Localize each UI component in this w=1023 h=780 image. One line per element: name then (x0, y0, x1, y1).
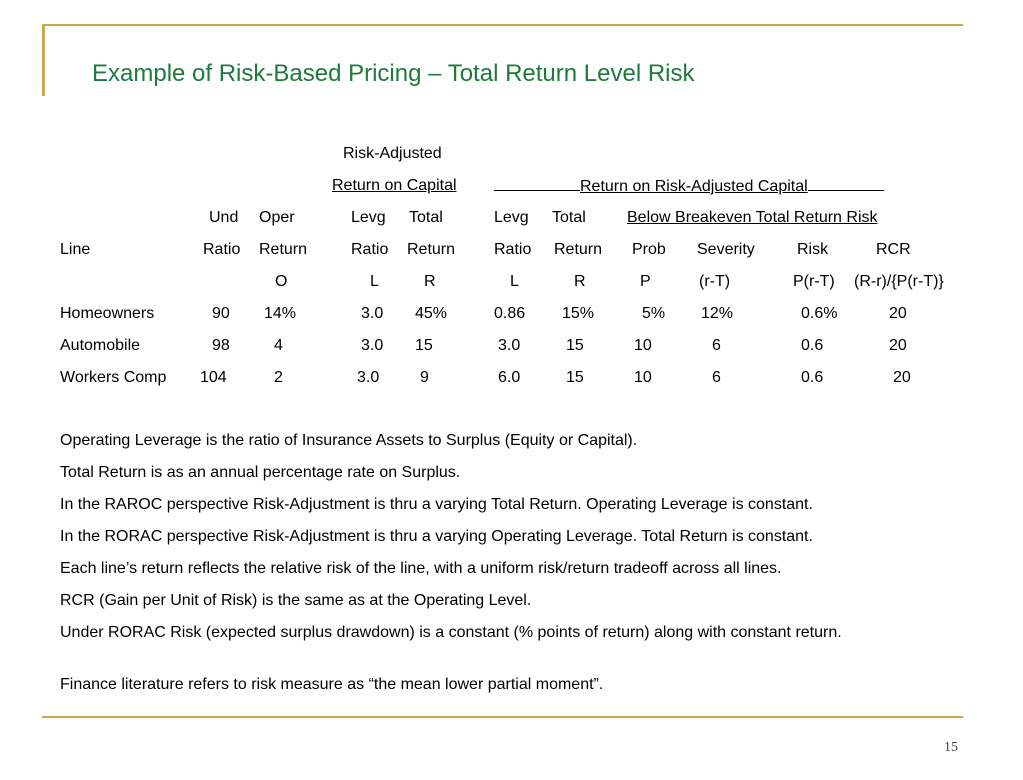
header-line: Line (60, 241, 91, 258)
row-automobile-oper-return: 4 (274, 337, 283, 354)
row-automobile-levg-ratio-2: 3.0 (498, 337, 521, 354)
header-ratio-3: Ratio (494, 241, 532, 258)
row-homeowners-und-ratio: 90 (212, 305, 230, 322)
row-workers-comp-levg-ratio: 3.0 (357, 369, 380, 386)
page-number: 15 (944, 740, 958, 755)
header-levg-1: Levg (351, 209, 386, 226)
header-r-2: R (574, 273, 586, 290)
frame-top-line (42, 24, 963, 26)
header-return-1: Return (259, 241, 308, 258)
row-automobile-levg-ratio: 3.0 (361, 337, 384, 354)
row-automobile-line: Automobile (60, 337, 141, 354)
row-homeowners-line: Homeowners (60, 305, 155, 322)
row-workers-comp-total-return-2: 15 (566, 369, 584, 386)
header-und: Und (209, 209, 239, 226)
row-workers-comp-line: Workers Comp (60, 369, 167, 386)
header-rcr-formula: (R-r)/{P(r-T)} (854, 273, 944, 290)
header-risk-adjusted: Risk-Adjusted (343, 145, 442, 162)
row-workers-comp-levg-ratio-2: 6.0 (498, 369, 521, 386)
header-levg-2: Levg (494, 209, 529, 226)
header-r-minus-t: (r-T) (699, 273, 731, 290)
note-total-return: Total Return is as an annual percentage … (60, 464, 461, 481)
row-homeowners-total-return-2: 15% (562, 305, 595, 322)
note-finance-literature: Finance literature refers to risk measur… (60, 676, 604, 693)
row-homeowners-total-return: 45% (415, 305, 448, 322)
note-rorac-risk: Under RORAC Risk (expected surplus drawd… (60, 624, 842, 641)
note-line-return: Each line’s return reflects the relative… (60, 560, 782, 577)
row-homeowners-levg-ratio-2: 0.86 (494, 305, 526, 322)
header-ratio-2: Ratio (351, 241, 389, 258)
row-automobile-und-ratio: 98 (212, 337, 230, 354)
note-rorac: In the RORAC perspective Risk-Adjustment… (60, 528, 813, 545)
note-raroc: In the RAROC perspective Risk-Adjustment… (60, 496, 813, 513)
frame-vertical-line (42, 24, 45, 96)
slide-title: Example of Risk-Based Pricing – Total Re… (92, 60, 695, 87)
header-l-2: L (510, 273, 519, 290)
note-rcr: RCR (Gain per Unit of Risk) is the same … (60, 592, 532, 609)
header-o: O (275, 273, 288, 290)
row-homeowners-rcr: 20 (889, 305, 907, 322)
row-homeowners-oper-return: 14% (264, 305, 297, 322)
row-workers-comp-oper-return: 2 (274, 369, 283, 386)
row-automobile-risk: 0.6 (801, 337, 824, 354)
row-automobile-severity: 6 (712, 337, 721, 354)
header-return-3: Return (554, 241, 603, 258)
row-automobile-total-return-2: 15 (566, 337, 584, 354)
header-total-2: Total (552, 209, 586, 226)
row-workers-comp-risk: 0.6 (801, 369, 824, 386)
row-homeowners-prob: 5% (642, 305, 666, 322)
row-workers-comp-prob: 10 (634, 369, 652, 386)
header-ratio-1: Ratio (203, 241, 241, 258)
row-homeowners-risk: 0.6% (801, 305, 838, 322)
header-severity: Severity (697, 241, 755, 258)
header-return-on-capital: Return on Capital (332, 177, 457, 194)
header-total-1: Total (409, 209, 443, 226)
header-p-r-minus-t: P(r-T) (793, 273, 835, 290)
row-automobile-total-return: 15 (415, 337, 433, 354)
header-p: P (640, 273, 651, 290)
row-workers-comp-total-return: 9 (420, 369, 429, 386)
header-rcr: RCR (876, 241, 911, 258)
header-l-1: L (370, 273, 379, 290)
row-workers-comp-und-ratio: 104 (200, 369, 227, 386)
header-return-on-risk-adjusted-capital: Return on Risk-Adjusted Capital (494, 176, 884, 197)
header-oper: Oper (259, 209, 295, 226)
header-below-breakeven: Below Breakeven Total Return Risk (627, 209, 878, 226)
row-homeowners-severity: 12% (701, 305, 734, 322)
note-operating-leverage: Operating Leverage is the ratio of Insur… (60, 432, 638, 449)
header-return-2: Return (407, 241, 456, 258)
row-homeowners-levg-ratio: 3.0 (361, 305, 384, 322)
header-risk: Risk (797, 241, 829, 258)
frame-bottom-line (42, 716, 963, 718)
header-r-1: R (424, 273, 436, 290)
header-prob: Prob (632, 241, 666, 258)
row-automobile-rcr: 20 (889, 337, 907, 354)
row-automobile-prob: 10 (634, 337, 652, 354)
row-workers-comp-severity: 6 (712, 369, 721, 386)
row-workers-comp-rcr: 20 (893, 369, 911, 386)
